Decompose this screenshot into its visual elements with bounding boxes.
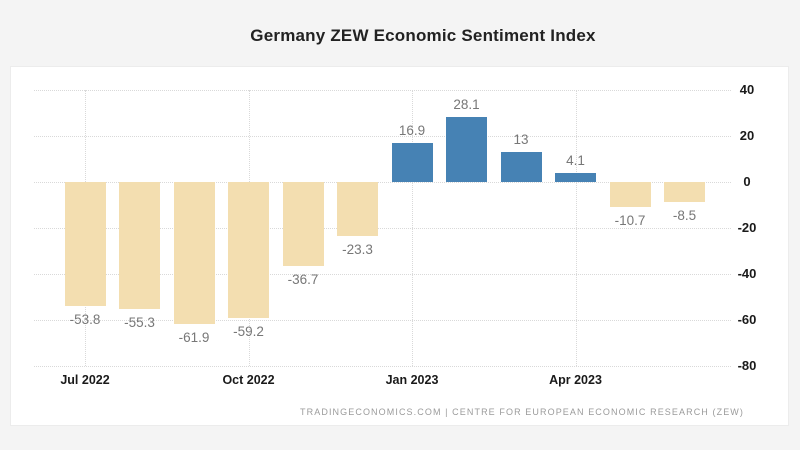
y-gridline <box>34 320 731 321</box>
bar-jun-2023[interactable] <box>664 182 705 202</box>
bar-nov-2022[interactable] <box>282 182 324 267</box>
bar-dec-2022[interactable] <box>337 182 378 236</box>
bar-value-label: -53.8 <box>69 311 101 327</box>
y-gridline <box>34 274 731 275</box>
y-gridline <box>34 182 731 183</box>
bar-value-label: -59.2 <box>233 324 264 340</box>
x-axis-tick-label: Jan 2023 <box>385 373 439 387</box>
x-gridline <box>412 90 413 366</box>
bar-jul-2022[interactable] <box>64 182 106 306</box>
y-axis-tick-label: -40 <box>737 266 757 281</box>
y-gridline <box>34 136 731 137</box>
bar-value-label: 16.9 <box>398 123 426 139</box>
bar-value-label: -23.3 <box>342 241 373 257</box>
bar-value-label: -8.5 <box>672 207 697 223</box>
y-axis-tick-label: 0 <box>743 174 751 189</box>
bar-may-2023[interactable] <box>609 182 651 207</box>
y-axis-tick-label: 40 <box>739 82 755 97</box>
y-gridline <box>34 366 731 367</box>
y-gridline <box>34 90 731 91</box>
bar-value-label: -10.7 <box>614 212 646 228</box>
x-axis-tick-label: Apr 2023 <box>549 373 602 387</box>
y-axis-tick-label: -80 <box>737 358 757 373</box>
plot-area: 40 20 0 -20 -40 -60 -80 Jul 2022 Oct 2022 Jan 202… <box>11 67 788 425</box>
chart-panel: 40 20 0 -20 -40 -60 -80 Jul 2022 Oct 2022 Jan 202… <box>10 66 789 426</box>
bar-mar-2023[interactable] <box>500 152 542 182</box>
y-axis-tick-label: -60 <box>737 312 757 327</box>
x-axis-tick-label: Jul 2022 <box>60 373 110 387</box>
bar-value-label: 13 <box>513 132 529 148</box>
bar-value-label: 4.1 <box>566 152 585 168</box>
bar-jan-2023[interactable] <box>391 143 433 182</box>
attribution-text: TRADINGECONOMICS.COM | CENTRE FOR EUROPE… <box>300 407 744 417</box>
bar-value-label: -36.7 <box>287 272 319 288</box>
bar-apr-2023[interactable] <box>555 172 596 182</box>
x-gridline <box>575 90 577 366</box>
bar-value-label: -61.9 <box>178 330 210 346</box>
bar-sep-2022[interactable] <box>173 182 215 325</box>
y-gridline <box>34 228 731 229</box>
x-axis-tick-label: Oct 2022 <box>222 373 275 387</box>
bar-oct-2022[interactable] <box>228 182 269 319</box>
y-axis-tick-label: -20 <box>737 220 757 235</box>
bar-value-label: -55.3 <box>124 315 155 331</box>
y-axis-tick-label: 20 <box>739 128 755 143</box>
bar-feb-2023[interactable] <box>446 117 487 182</box>
bar-value-label: 28.1 <box>453 97 480 113</box>
chart-title: Germany ZEW Economic Sentiment Index <box>250 26 596 45</box>
bar-aug-2022[interactable] <box>119 182 160 310</box>
